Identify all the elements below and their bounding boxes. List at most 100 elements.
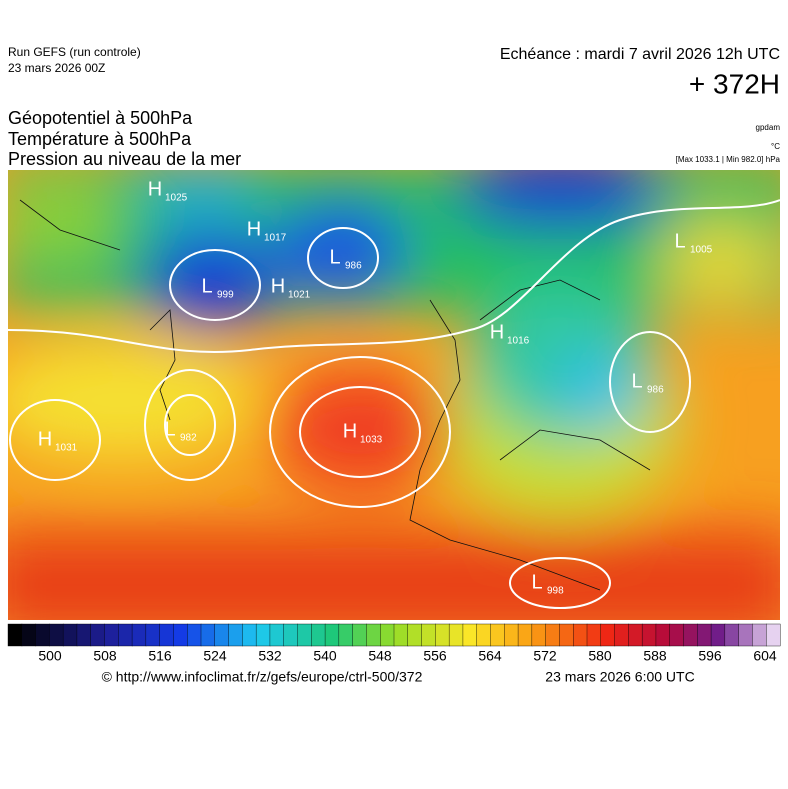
colorbar-cell [476,623,492,647]
colorbar-cell [366,623,381,647]
title: Température à 500hPa [8,129,192,149]
footer-date: 23 mars 2026 6:00 UTC [545,669,694,685]
colorbar-cell [531,623,547,647]
colorbar-cell [448,623,464,647]
colorbar-cell [641,623,657,647]
colorbar-cell [380,623,395,647]
colorbar-cell [35,623,50,647]
colorbar-cell [118,623,133,647]
center-type: L [631,370,642,392]
colorbar-tick-label: 508 [93,648,117,664]
title: Géopotentiel à 500hPa [8,108,193,128]
colorbar-tick-label: 564 [478,648,502,664]
colorbar-tick-label: 548 [368,648,392,664]
colorbar-cell [462,623,478,647]
colorbar-cell [669,623,685,647]
colorbar-cell [131,623,147,647]
colorbar-cell [393,623,409,647]
lead-time: + 372H [689,68,780,99]
colorbar-cell [255,623,271,647]
valid-time: Echéance : mardi 7 avril 2026 12h UTC [500,46,780,63]
colorbar-cell [421,623,436,647]
colorbar-cell [242,623,257,647]
colorbar-tick-label: 572 [533,648,557,664]
center-type: L [164,418,175,440]
colorbar-tick-label: 588 [643,648,667,664]
colorbar: 500 508 516 524 532 540 548 556 564 572 580 588 596 6… [7,623,781,664]
colorbar-cell [683,623,698,647]
colorbar-cell [710,623,726,647]
colorbar-cell [283,623,299,647]
colorbar-cell [21,623,37,647]
colorbar-cell [614,623,629,647]
center-type: H [343,420,357,442]
center-type: L [674,230,685,252]
colorbar-cell [49,623,64,647]
colorbar-cell [145,623,161,647]
colorbar-cell [173,623,188,647]
center-value: 1031 [55,443,78,454]
colorbar-tick-label: 532 [258,648,282,664]
colorbar-cell [586,623,602,647]
center-value: 998 [547,586,564,597]
colorbar-cell [297,623,312,647]
center-value: 1017 [264,233,287,244]
title: Pression au niveau de la mer [8,149,241,169]
colorbar-cell [738,623,753,647]
colorbar-cell [352,623,367,647]
colorbar-cell [76,623,92,647]
center-value: 986 [647,385,664,396]
colorbar-tick-label: 540 [313,648,337,664]
colorbar-tick-label: 500 [38,648,62,664]
colorbar-cell [407,623,423,647]
source: © http://www.infoclimat.fr/z/gefs/europe… [102,669,423,685]
colorbar-cell [7,623,23,647]
colorbar-cell [187,623,202,647]
colorbar-tick-label: 604 [753,648,777,664]
colorbar-tick-label: 596 [698,648,722,664]
colorbar-cell [214,623,230,647]
colorbar-cell [311,623,326,647]
center-type: L [329,246,340,268]
center-type: H [247,218,261,240]
colorbar-cell [62,623,78,647]
center-value: 1016 [507,336,530,347]
center-type: H [271,275,285,297]
colorbar-cell [559,623,574,647]
unit-label: [Max 1033.1 | Min 982.0] hPa [676,155,781,164]
colorbar-cell [517,623,533,647]
colorbar-tick-label: 524 [203,648,227,664]
center-value: 982 [180,433,197,444]
unit-label: °C [771,142,780,151]
colorbar-cell [200,623,216,647]
colorbar-cell [504,623,519,647]
colorbar-cell [573,623,588,647]
colorbar-cell [545,623,560,647]
center-value: 1033 [360,435,383,446]
unit-label: gpdam [756,123,781,132]
center-type: L [201,275,212,297]
colorbar-cell [324,623,340,647]
colorbar-cell [338,623,354,647]
center-type: H [148,178,162,200]
center-value: 1021 [288,290,311,301]
colorbar-cell [90,623,106,647]
colorbar-cell [724,623,740,647]
center-type: H [38,428,52,450]
colorbar-cell [697,623,712,647]
colorbar-cell [435,623,450,647]
center-value: 1005 [690,245,713,256]
colorbar-cell [159,623,174,647]
center-value: 1025 [165,193,188,204]
colorbar-tick-label: 556 [423,648,447,664]
center-value: 999 [217,290,234,301]
colorbar-cell [269,623,285,647]
colorbar-cell [628,623,643,647]
run-date: 23 mars 2026 00Z [8,61,105,75]
center-type: L [531,571,542,593]
center-type: H [490,321,504,343]
map [8,170,780,620]
colorbar-cell [752,623,767,647]
colorbar-cell [228,623,243,647]
